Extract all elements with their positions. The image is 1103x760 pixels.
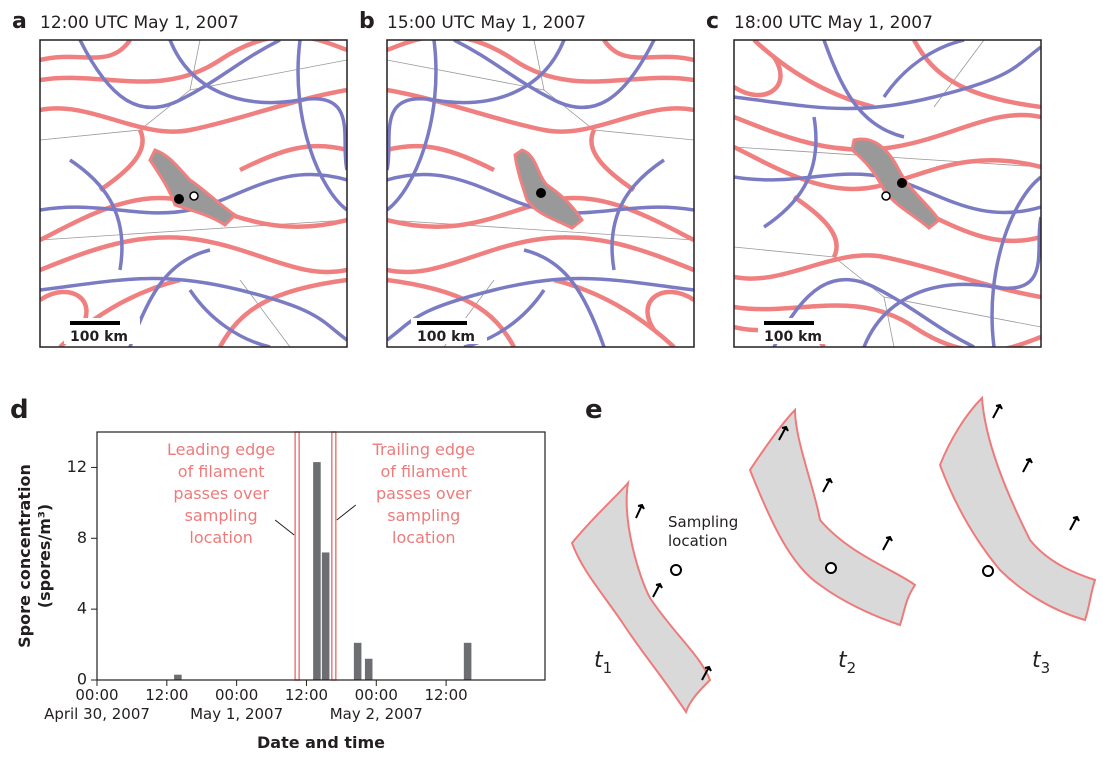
date-label: April 30, 2007: [44, 705, 150, 723]
map-panel: a 12:00 UTC May 1, 2007 100 km: [12, 9, 348, 348]
bar: [364, 658, 373, 680]
annotation-text: of filament: [380, 462, 467, 481]
y-axis-label: Spore concentration: [15, 464, 34, 648]
sampling-label: location: [668, 532, 728, 550]
y-tick-label: 12: [67, 457, 87, 476]
filament: [513, 148, 585, 230]
scale-bar: [417, 321, 467, 325]
bar: [353, 642, 362, 680]
scale-label: 100 km: [764, 329, 822, 345]
filament-shape: [938, 395, 1097, 622]
x-tick-label: 12:00: [285, 686, 328, 704]
filament: [850, 137, 942, 230]
panel-title: 12:00 UTC May 1, 2007: [40, 13, 239, 33]
panel-letter: d: [10, 395, 29, 425]
time-var: t: [838, 648, 848, 673]
time-var: t: [1032, 648, 1042, 673]
annotation-text: of filament: [178, 462, 265, 481]
time-label: t2: [838, 648, 856, 677]
date-label: May 2, 2007: [330, 705, 423, 723]
scale-label: 100 km: [70, 329, 128, 345]
x-tick-label: 00:00: [355, 686, 398, 704]
map-frame: [386, 39, 695, 348]
panel-letter: a: [12, 9, 27, 34]
bar: [174, 674, 182, 680]
scale-bar: [764, 321, 814, 325]
map-panel: b 15:00 UTC May 1, 2007 100 km: [359, 9, 695, 348]
panel-letter: b: [359, 9, 375, 34]
leader: [274, 519, 295, 536]
map-panel: c 18:00 UTC May 1, 2007 100 km: [706, 9, 1042, 348]
filament: [148, 148, 238, 227]
dot: [174, 194, 184, 204]
annotation-text: passes over: [173, 484, 269, 503]
x-tick-label: 00:00: [75, 686, 118, 704]
scale-label: 100 km: [417, 329, 475, 345]
bar: [321, 552, 330, 680]
annotation-text: sampling: [185, 506, 258, 525]
bar-chart: Leading edge of filament passes over sampli…: [15, 431, 546, 752]
dot: [897, 178, 907, 188]
time-sub: 2: [847, 659, 857, 677]
bar: [313, 462, 321, 680]
sampling-site: [881, 191, 891, 201]
y-axis-label: (spores/m³): [35, 504, 54, 608]
diagram: Sampling location t1 t2 t3: [570, 395, 1097, 715]
sampling-site: [825, 562, 837, 574]
panel-title: 18:00 UTC May 1, 2007: [734, 13, 933, 33]
filament-edge: [331, 431, 337, 681]
scale-bar: [70, 321, 120, 325]
annotation-text: passes over: [376, 484, 472, 503]
time-sub: 3: [1041, 659, 1051, 677]
annotation-text: Leading edge: [167, 440, 275, 459]
x-tick-label: 12:00: [145, 686, 188, 704]
time-var: t: [594, 648, 604, 673]
sampling-site: [670, 564, 682, 576]
y-tick-label: 0: [77, 670, 87, 689]
x-axis-label: Date and time: [257, 733, 385, 752]
sampling-label: Sampling: [668, 513, 738, 531]
arrows: [635, 403, 1080, 681]
annotation-text: location: [392, 528, 455, 547]
y-tick-label: 8: [77, 528, 87, 547]
time-label: t3: [1032, 648, 1050, 677]
annotation-text: Trailing edge: [372, 440, 476, 459]
sampling-site: [982, 565, 994, 577]
panel-title: 15:00 UTC May 1, 2007: [387, 13, 586, 33]
plot-frame: [96, 431, 546, 681]
date-label: May 1, 2007: [190, 705, 283, 723]
time-label: t1: [594, 648, 612, 677]
time-sub: 1: [603, 659, 613, 677]
annotation-text: location: [189, 528, 252, 547]
filament-edge: [294, 431, 300, 681]
annotation-text: sampling: [387, 506, 460, 525]
bar: [463, 642, 472, 680]
x-tick-label: 00:00: [215, 686, 258, 704]
sampling-site: [189, 191, 199, 201]
filament-shape: [748, 407, 917, 627]
leader: [336, 504, 357, 521]
panel-letter: c: [706, 9, 719, 34]
panel-letter: e: [585, 395, 603, 425]
map-frame: [733, 39, 1042, 348]
x-tick-label: 12:00: [424, 686, 467, 704]
y-tick-label: 4: [77, 599, 87, 618]
filament-shape: [570, 479, 712, 715]
dot: [536, 188, 546, 198]
map-frame: [39, 39, 348, 348]
